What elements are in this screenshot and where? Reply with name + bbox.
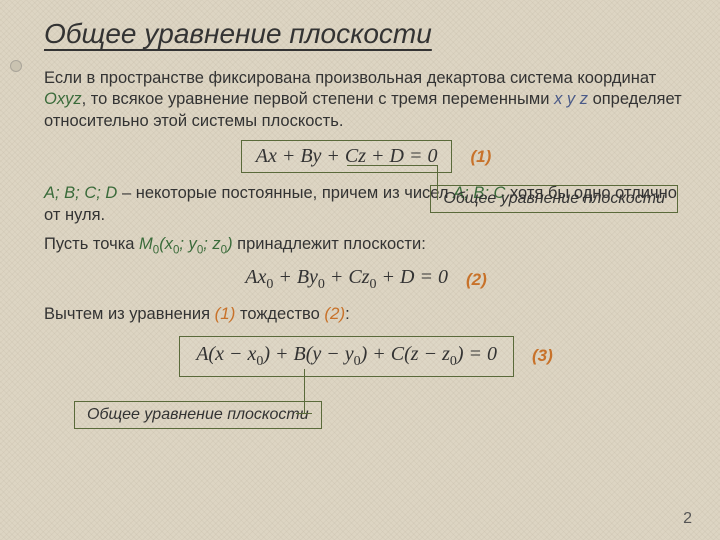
equation-3-number: (3) [532,346,553,366]
p4-ref1: (1) [215,304,236,323]
p3-m: M0(x0; y0; z0) [139,235,233,253]
slide-content: Общее уравнение плоскости Если в простра… [0,0,720,457]
p1-text-a: Если в пространстве фиксирована произвол… [44,69,656,87]
intro-paragraph: Если в пространстве фиксирована произвол… [44,68,688,132]
equation-2: Ax0 + By0 + Cz0 + D = 0 [245,266,448,293]
connector-3b [296,413,312,414]
p1-text-b: , то всякое уравнение первой степени с т… [82,90,554,108]
equation-3-label: Общее уравнение плоскости [74,401,322,429]
p4-text-a: Вычтем из уравнения [44,305,215,323]
p3-text-b: принадлежит плоскости: [233,235,426,253]
point-paragraph: Пусть точка M0(x0; y0; z0) принадлежит п… [44,234,688,258]
p4-text-b: тождество [235,305,324,323]
equation-3-box: A(x − x0) + B(y − y0) + C(z − z0) = 0 [179,336,514,377]
connector-3 [304,369,325,413]
p2-abcd: A; B; C; D [44,184,117,202]
subtract-paragraph: Вычтем из уравнения (1) тождество (2): [44,303,688,325]
p4-ref2: (2) [324,304,345,323]
equation-1-label: Общее уравнение плоскости [430,185,678,213]
p4-text-c: : [345,305,350,323]
page-title: Общее уравнение плоскости [44,18,688,50]
equation-2-number: (2) [466,270,487,290]
page-number: 2 [683,510,692,528]
equation-2-row: Ax0 + By0 + Cz0 + D = 0 (2) [44,266,688,293]
p1-xyz: x y z [554,90,588,108]
equation-3-row: A(x − x0) + B(y − y0) + C(z − z0) = 0 (3… [44,336,688,377]
p1-oxyz: Oxyz [44,90,82,108]
equation-1-number: (1) [470,147,491,167]
p3-text-a: Пусть точка [44,235,139,253]
connector-1 [347,165,438,200]
